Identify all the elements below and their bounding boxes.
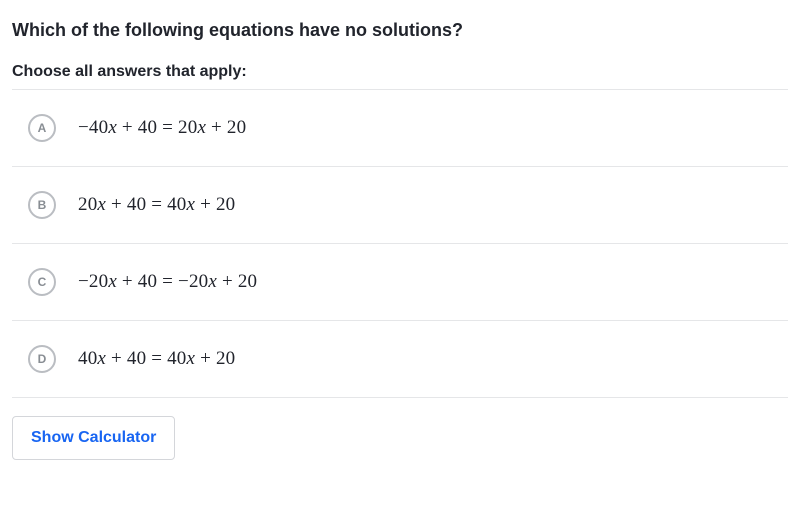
option-a[interactable]: A −40x + 40 = 20x + 20 [12, 90, 788, 167]
option-c[interactable]: C −20x + 40 = −20x + 20 [12, 244, 788, 321]
option-a-equation: −40x + 40 = 20x + 20 [78, 117, 246, 139]
option-c-equation: −20x + 40 = −20x + 20 [78, 271, 257, 293]
option-d[interactable]: D 40x + 40 = 40x + 20 [12, 321, 788, 398]
options-list: A −40x + 40 = 20x + 20 B 20x + 40 = 40x … [12, 89, 788, 398]
instruction-text: Choose all answers that apply: [12, 63, 788, 81]
option-a-letter: A [28, 114, 56, 142]
option-b-equation: 20x + 40 = 40x + 20 [78, 194, 235, 216]
option-b[interactable]: B 20x + 40 = 40x + 20 [12, 167, 788, 244]
option-d-letter: D [28, 345, 56, 373]
option-c-letter: C [28, 268, 56, 296]
question-title: Which of the following equations have no… [12, 20, 788, 41]
option-d-equation: 40x + 40 = 40x + 20 [78, 348, 235, 370]
show-calculator-button[interactable]: Show Calculator [12, 416, 175, 460]
option-b-letter: B [28, 191, 56, 219]
